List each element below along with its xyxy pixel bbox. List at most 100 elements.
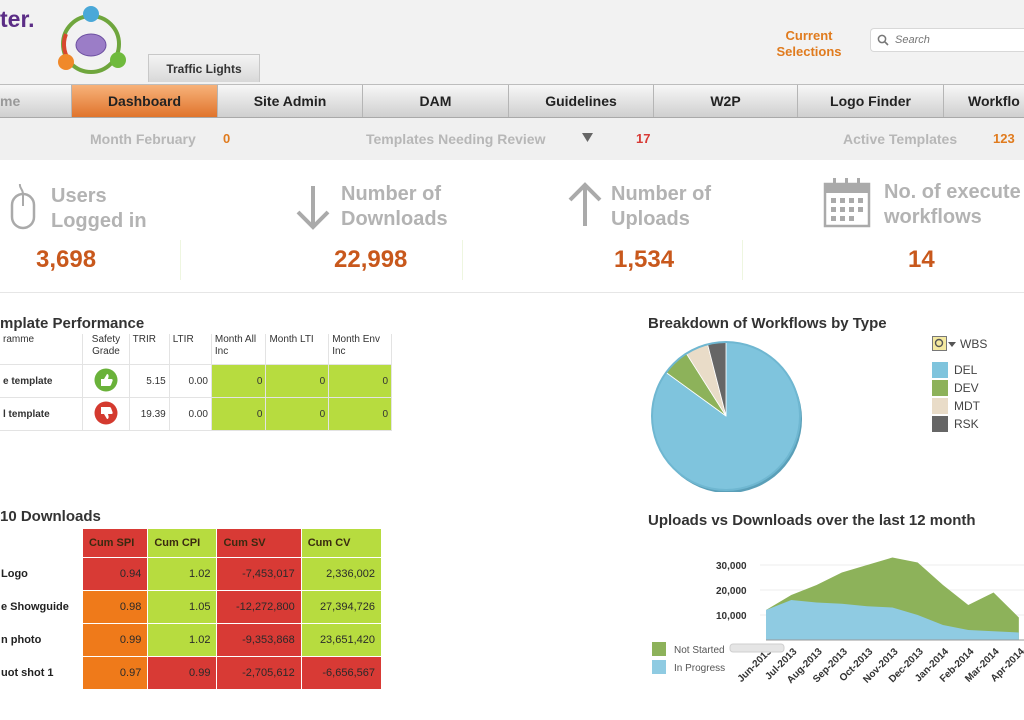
nav-item-guidelines[interactable]: Guidelines [509,85,654,117]
row-name: n photo [0,623,84,657]
legend-filter-icon[interactable] [932,336,956,352]
uploads-downloads-area-chart: 30,00020,00010,000Jun-2013Jul-2013Aug-20… [652,557,1024,686]
stat-downloads-value: 22,998 [334,246,408,273]
col-ltir: LTIR [169,334,212,365]
table-row[interactable]: uot shot 1 0.97 0.99 -2,705,612 -6,656,567 [0,656,383,690]
pie-legend-item[interactable]: RSK [932,416,979,432]
table-row[interactable]: e template 5.15 0.00 0 0 0 [0,364,392,398]
nav-item-workflows[interactable]: Workflo [968,93,1020,109]
nav-item-site-admin[interactable]: Site Admin [218,85,363,117]
pie-legend-item[interactable]: MDT [932,398,980,414]
month-all-inc-cell: 0 [211,364,267,398]
safety-grade-cell [82,397,130,431]
row-name: Logo [0,557,84,591]
row-name: e Showguide [0,590,84,624]
kpi-bar: Month February 0 Templates Needing Revie… [0,118,1024,160]
stat-divider [180,240,181,280]
month-lti-cell: 0 [265,397,330,431]
current-selections-link[interactable]: Current Selections [776,28,842,59]
legend-label: DEV [954,381,979,395]
metric-cell: 1.02 [147,623,218,657]
table-header-row: Cum SPI Cum CPI Cum SV Cum CV [0,528,383,558]
active-templates-label: Active Templates [843,131,958,147]
section-divider [0,292,1024,293]
stat-uploads-value: 1,534 [614,246,675,273]
metric-cell: 2,336,002 [300,557,383,591]
legend-swatch [932,416,948,432]
nav-item-dashboard[interactable]: Dashboard [72,85,218,117]
col-cum-spi: Cum SPI [82,528,149,558]
nav-item-logo-finder[interactable]: Logo Finder [798,85,944,117]
templates-review-value: 17 [636,131,651,146]
stat-uploads-title: Number of Uploads [611,182,711,232]
stat-users-title-line2: Logged in [51,210,147,232]
month-all-inc-cell: 0 [211,397,267,431]
col-month-all-inc: Month All Inc [211,334,267,365]
table-row[interactable]: n photo 0.99 1.02 -9,353,868 23,651,420 [0,623,383,657]
arrow-down-icon [296,186,330,230]
ltir-cell: 0.00 [169,364,212,398]
templates-review-label: Templates Needing Review [366,131,546,147]
legend-label: DEL [954,363,978,377]
legend-swatch [932,380,948,396]
col-month-env-inc: Month Env Inc [328,334,392,365]
chart-scrollbar[interactable] [729,643,785,653]
legend-label[interactable]: Not Started [674,645,725,656]
uploads-downloads-title: Uploads vs Downloads over the last 12 mo… [648,512,976,529]
month-env-inc-cell: 0 [328,364,392,398]
metric-cell: 27,394,726 [300,590,383,624]
metric-cell: -12,272,800 [216,590,302,624]
metric-cell: 0.98 [82,590,149,624]
month-lti-cell: 0 [265,364,330,398]
table-row[interactable]: e Showguide 0.98 1.05 -12,272,800 27,394,726 [0,590,383,624]
main-nav: me Dashboard Site Admin DAM Guidelines W… [0,84,1024,118]
nav-item-home[interactable]: me [0,85,72,117]
legend-swatch [652,642,666,656]
stat-users-value: 3,698 [36,246,97,273]
metric-cell: -2,705,612 [216,656,302,690]
col-programme: ramme [0,334,84,365]
metric-cell: 1.05 [147,590,218,624]
nav-item-dam[interactable]: DAM [363,85,509,117]
mouse-icon [10,184,36,230]
legend-swatch [652,660,666,674]
legend-swatch [932,398,948,414]
month-env-inc-cell: 0 [328,397,392,431]
pie-legend-item[interactable]: DEV [932,380,979,396]
dropdown-triangle-icon[interactable] [582,133,593,143]
trir-cell: 5.15 [129,364,170,398]
legend-label[interactable]: In Progress [674,663,725,674]
metric-cell: 0.94 [82,557,149,591]
metric-cell: 23,651,420 [300,623,383,657]
col-cum-sv: Cum SV [216,528,302,558]
nav-item-w2p[interactable]: W2P [654,85,798,117]
metric-cell: -9,353,868 [216,623,302,657]
table-row[interactable]: Logo 0.94 1.02 -7,453,017 2,336,002 [0,557,383,591]
stat-users-title-line1: Users [51,185,107,207]
workflow-breakdown-title: Breakdown of Workflows by Type [648,315,887,332]
stat-workflows-title-line1: No. of execute [884,181,1021,203]
metric-cell: 0.97 [82,656,149,690]
arrow-up-icon [568,182,602,226]
y-tick-label: 30,000 [716,561,747,572]
table-row[interactable]: l template 19.39 0.00 0 0 0 [0,397,392,431]
search-box[interactable] [870,28,1024,52]
search-input[interactable] [893,33,1017,47]
stat-workflows-title-line2: workflows [884,206,982,228]
stat-workflows-title: No. of execute workflows [884,180,1021,230]
col-month-lti: Month LTI [265,334,330,365]
brand-logo-icon [58,6,126,74]
area-series-in-progress[interactable] [766,600,1019,640]
row-name: uot shot 1 [0,656,84,690]
top-downloads-table: Cum SPI Cum CPI Cum SV Cum CV Logo 0.94 1.… [0,528,383,690]
traffic-lights-tab[interactable]: Traffic Lights [148,54,260,82]
row-name: e template [0,364,84,398]
pie-legend-item[interactable]: DEL [932,362,977,378]
stat-uploads-title-line1: Number of [611,183,711,205]
row-name: l template [0,397,84,431]
template-performance-title: mplate Performance [0,315,145,332]
active-templates-value: 123 [993,131,1015,146]
stat-divider [742,240,743,280]
table-header-row: ramme Safety Grade TRIR LTIR Month All I… [0,334,392,365]
workflow-pie-chart [651,341,802,492]
